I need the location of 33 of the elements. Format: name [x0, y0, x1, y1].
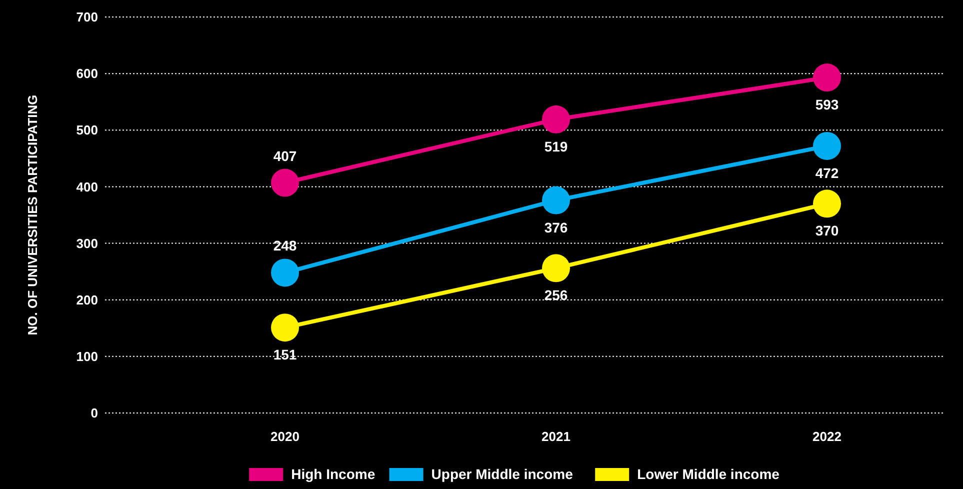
- legend-label: Upper Middle income: [431, 466, 574, 482]
- y-tick-label: 0: [90, 406, 98, 421]
- data-label: 407: [273, 148, 297, 164]
- x-tick-label: 2021: [542, 429, 570, 444]
- legend-label: Lower Middle income: [637, 466, 780, 482]
- data-label: 151: [273, 346, 297, 363]
- y-tick-label: 500: [76, 122, 98, 138]
- point: [271, 168, 299, 197]
- point: [542, 254, 570, 282]
- y-tick-label: 400: [76, 179, 98, 194]
- data-label: 519: [544, 138, 568, 154]
- y-tick-label: 600: [76, 66, 98, 82]
- x-tick-label: 2020: [270, 429, 300, 444]
- x-tick-label: 2022: [812, 429, 842, 444]
- data-label: 370: [815, 222, 839, 239]
- point: [542, 186, 570, 214]
- point: [542, 105, 570, 134]
- legend-label: High Income: [291, 466, 376, 482]
- data-label: 376: [544, 219, 568, 236]
- point: [813, 132, 841, 160]
- point: [813, 64, 841, 92]
- y-tick-label: 200: [76, 292, 98, 308]
- data-label: 248: [273, 238, 297, 254]
- point: [813, 190, 841, 218]
- y-tick-label: 100: [76, 348, 98, 364]
- data-label: 593: [815, 96, 839, 113]
- y-tick-label: 700: [76, 10, 98, 25]
- point: [271, 258, 299, 287]
- data-label: 472: [815, 164, 839, 181]
- data-label: 256: [544, 287, 568, 304]
- point: [271, 314, 299, 342]
- y-tick-label: 300: [76, 236, 98, 251]
- y-axis-title: NO. OF UNIVERSITIES PARTICIPATING: [25, 94, 40, 336]
